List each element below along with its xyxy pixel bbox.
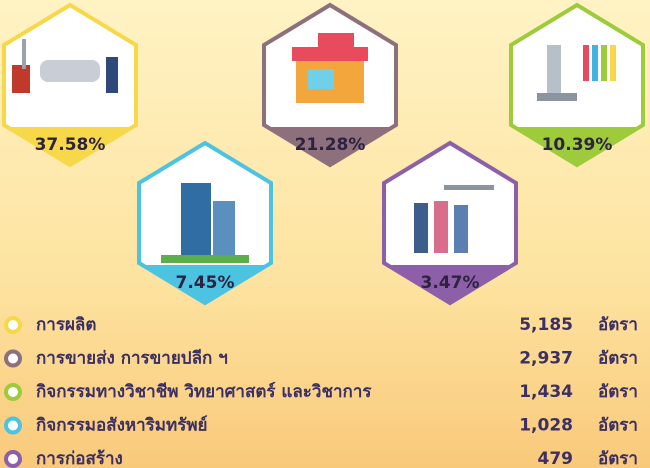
percent-label: 10.39% (542, 135, 613, 155)
icon-sign (318, 33, 354, 47)
icon-window (308, 69, 334, 89)
percent-label: 21.28% (295, 135, 366, 155)
legend-count: 5,185 (519, 315, 573, 335)
icon-car (40, 60, 100, 82)
icon-tire (12, 65, 30, 93)
icon-ground (161, 255, 249, 263)
legend-count: 2,937 (519, 349, 573, 369)
legend-dot (6, 385, 20, 399)
icon-worker (454, 205, 468, 253)
legend-unit: อัตรา (598, 416, 638, 436)
legend-dot (6, 452, 20, 466)
infographic: 37.58% 21.28% 10.39% 7.45% 3.47% การผลิต 5,18… (0, 0, 650, 468)
percent-label: 7.45% (176, 273, 235, 293)
icon-tube (610, 45, 616, 81)
legend-dot (6, 352, 20, 366)
icon-building (181, 183, 211, 261)
legend-label: กิจกรรมทางวิชาชีพ วิทยาศาสตร์ และวิชาการ (36, 381, 372, 402)
icon-person (106, 57, 118, 93)
legend-dot (6, 318, 20, 332)
legend-label: การผลิต (36, 315, 96, 335)
icon-building (213, 201, 235, 261)
icon-crane (22, 39, 26, 69)
legend-unit: อัตรา (598, 349, 638, 369)
icon-base (537, 93, 577, 101)
icon-worker (414, 203, 428, 253)
legend-label: การขายส่ง การขายปลีก ฯ (36, 348, 228, 369)
legend-unit: อัตรา (598, 315, 638, 335)
legend-dot (6, 419, 20, 433)
percent-label: 3.47% (421, 273, 480, 293)
legend-label: การก่อสร้าง (36, 449, 123, 468)
legend-count: 479 (538, 449, 574, 468)
icon-worker (434, 201, 448, 253)
percent-label: 37.58% (35, 135, 106, 155)
legend-count: 1,028 (519, 416, 573, 436)
legend-unit: อัตรา (598, 449, 638, 468)
icon-tube (601, 45, 607, 81)
icon-microscope (547, 45, 561, 95)
icon-crane (444, 185, 494, 190)
icon-tube (583, 45, 589, 81)
legend-unit: อัตรา (598, 382, 638, 402)
icon-tube (592, 45, 598, 81)
legend-label: กิจกรรมอสังหาริมทรัพย์ (36, 415, 208, 436)
legend-count: 1,434 (519, 382, 573, 402)
icon-awning (292, 47, 368, 61)
